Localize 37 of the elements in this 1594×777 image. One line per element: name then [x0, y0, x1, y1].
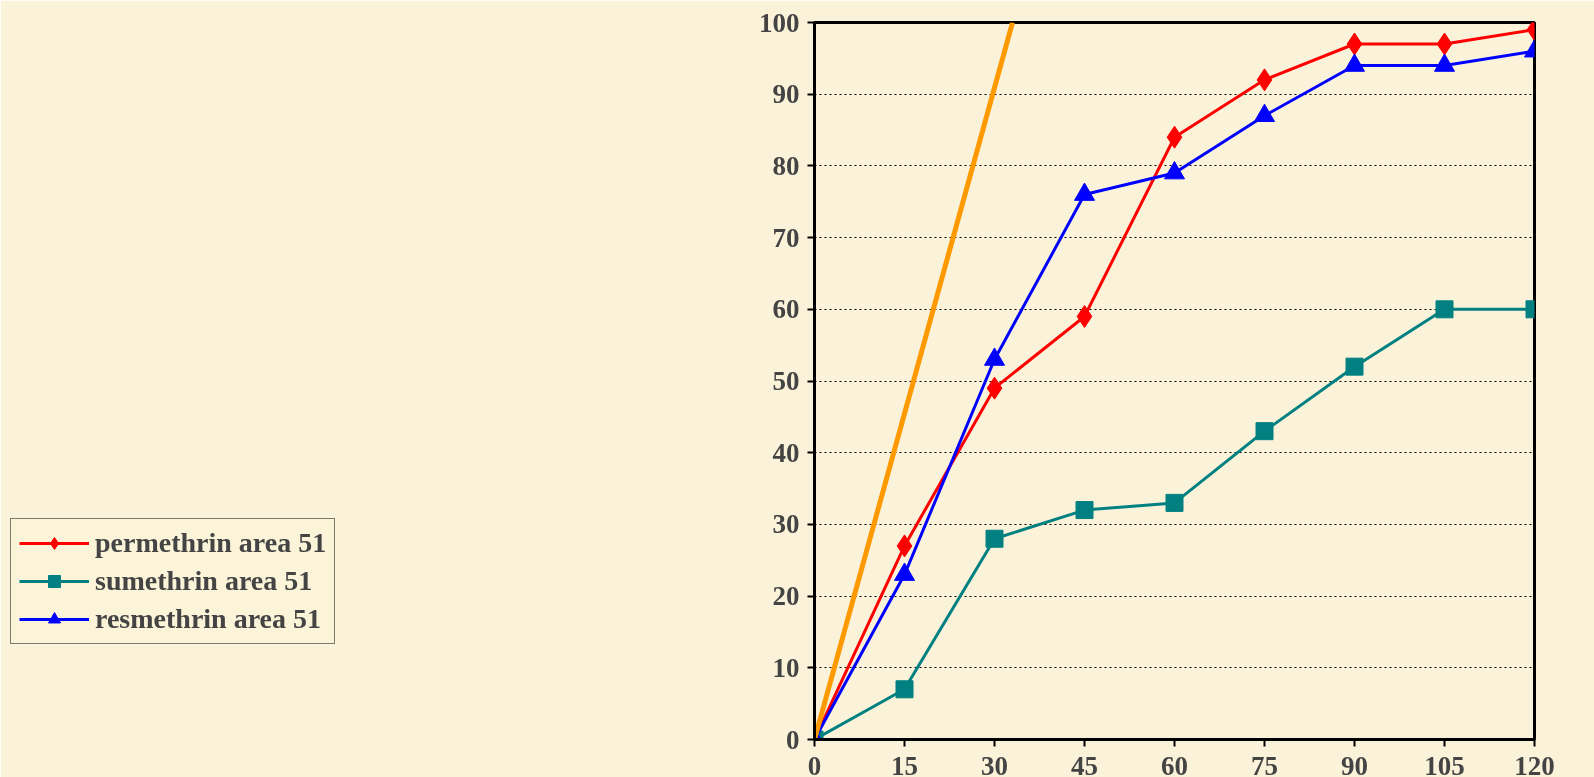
x-tick-label: 45: [1071, 750, 1098, 777]
y-tick-label: 70: [772, 222, 800, 253]
point: [896, 534, 913, 558]
x-tick-label: 75: [1251, 750, 1278, 777]
x-tick-label: 90: [1341, 750, 1368, 777]
point: [1435, 300, 1454, 319]
point: [1255, 422, 1274, 441]
point: [1345, 357, 1364, 376]
legend-label: resmethrin area 51: [95, 603, 322, 635]
legend-label: sumethrin area 51: [95, 565, 313, 597]
y-tick-label: 60: [772, 294, 800, 325]
point: [1256, 68, 1273, 92]
y-tick-label: 10: [772, 652, 800, 683]
y-tick-label: 100: [759, 7, 800, 38]
point: [895, 680, 914, 699]
legend-label: permethrin area 51: [95, 527, 327, 559]
point: [1166, 125, 1183, 149]
y-tick-label: 90: [772, 79, 800, 110]
y-tick-label: 20: [772, 581, 800, 612]
y-tick-label: 30: [772, 509, 800, 540]
y-tick-label: 40: [772, 437, 800, 468]
point: [1165, 493, 1184, 512]
point: [985, 529, 1004, 548]
x-tick-label: 30: [981, 750, 1008, 777]
x-tick-label: 15: [891, 750, 918, 777]
y-tick-label: 0: [786, 724, 800, 755]
x-tick-label: 120: [1514, 750, 1555, 777]
point: [1076, 304, 1093, 328]
point: [1436, 32, 1453, 56]
x-tick-label: 105: [1424, 750, 1465, 777]
point: [986, 376, 1003, 400]
y-tick-label: 80: [772, 150, 800, 181]
x-tick-label: 0: [807, 750, 822, 777]
x-tick-label: 60: [1161, 750, 1188, 777]
point: [1075, 501, 1094, 520]
y-tick-label: 50: [772, 366, 800, 396]
point: [1346, 32, 1363, 56]
